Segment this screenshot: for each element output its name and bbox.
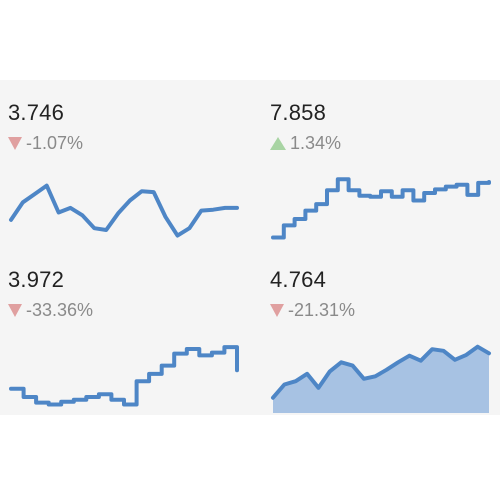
kpi-delta: 1.34%: [270, 133, 341, 153]
arrow-down-icon: [8, 303, 22, 317]
sparkline-chart: [271, 177, 491, 240]
arrow-down-icon: [8, 136, 22, 150]
kpi-change: -21.31%: [288, 299, 356, 320]
kpi-change: -33.36%: [26, 299, 94, 320]
sparkline-chart: [9, 183, 239, 238]
sparkline-chart: [9, 345, 239, 407]
kpi-delta: -33.36%: [8, 300, 93, 320]
arrow-down-icon: [270, 303, 284, 317]
sparkline-line: [9, 345, 239, 407]
sparkline-line: [271, 177, 491, 240]
sparkline-line: [271, 344, 491, 400]
kpi-card-4: 4.764 -21.31%: [270, 247, 500, 413]
dashboard-panel: 3.746 -1.07% 7.858 1.34% 3.972 -33.36% 4…: [0, 80, 500, 415]
sparkline-line: [9, 183, 239, 238]
kpi-value: 3.746: [8, 100, 65, 125]
kpi-card-1: 3.746 -1.07%: [8, 80, 248, 245]
kpi-value: 3.972: [8, 267, 65, 292]
sparkline-chart: [271, 344, 491, 413]
kpi-card-2: 7.858 1.34%: [270, 80, 500, 245]
arrow-up-icon: [270, 136, 286, 150]
kpi-value: 7.858: [270, 100, 327, 125]
kpi-change: -1.07%: [26, 132, 84, 153]
kpi-delta: -1.07%: [8, 133, 83, 153]
sparkline-area: [273, 346, 489, 413]
kpi-change: 1.34%: [290, 132, 342, 153]
kpi-value: 4.764: [270, 267, 327, 292]
kpi-delta: -21.31%: [270, 300, 355, 320]
kpi-card-3: 3.972 -33.36%: [8, 247, 248, 412]
